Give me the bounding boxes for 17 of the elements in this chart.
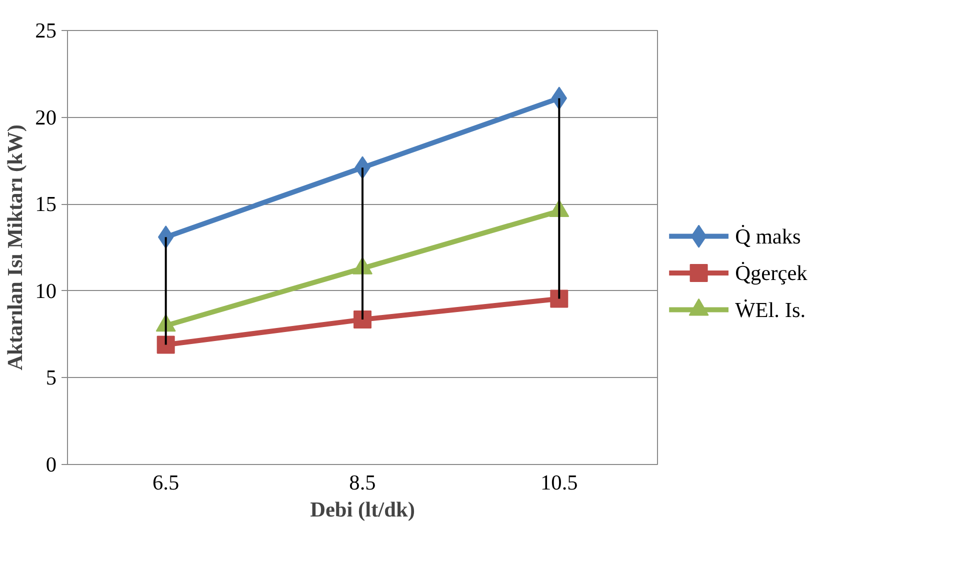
y-tick-label: 5 (46, 366, 57, 390)
x-tick-label: 8.5 (349, 470, 376, 494)
y-tick-label: 15 (35, 192, 56, 216)
legend-label: Q̇gerçek (735, 260, 808, 286)
y-tick-label: 25 (35, 18, 56, 42)
point (550, 290, 568, 308)
legend-label: Q̇ maks (735, 224, 801, 248)
legend-label: ẆEl. Is. (735, 298, 806, 322)
x-tick-label: 10.5 (540, 470, 578, 494)
y-axis-title: Aktarılan Isı Miktarı (kW) (3, 124, 28, 370)
x-tick-label: 6.5 (152, 470, 180, 494)
y-tick-label: 0 (46, 452, 57, 476)
y-tick-label: 10 (35, 278, 56, 303)
point (156, 336, 175, 354)
y-tick-label: 20 (35, 105, 56, 130)
x-axis-title: Debi (lt/dk) (310, 498, 415, 522)
point (354, 310, 372, 329)
